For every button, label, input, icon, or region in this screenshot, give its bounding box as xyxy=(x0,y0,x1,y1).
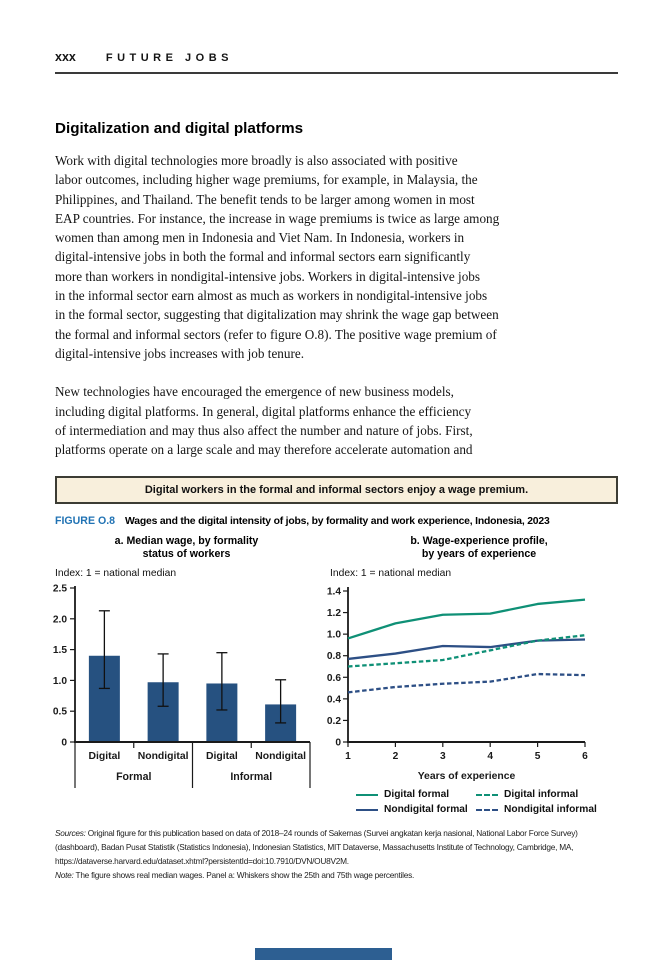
bar-chart-median-wage: 0 0.5 1.0 1.5 2.0 2.5 Digital Nondigital Digital… xyxy=(53,584,311,789)
panel-b-index-note: Index: 1 = national median xyxy=(330,568,452,580)
y-tick-label: 0.8 xyxy=(327,652,341,663)
figure-caption: FIGURE O.8 Wages and the digital intensi… xyxy=(55,515,618,527)
bottom-page-marker xyxy=(255,948,392,960)
y-tick-label: 0.2 xyxy=(327,716,341,727)
legend-label: Nondigital formal xyxy=(384,804,468,816)
y-tick-label: 0.6 xyxy=(327,673,341,684)
x-tick-label: 5 xyxy=(535,751,541,762)
panel-a: a. Median wage, by formality status of w… xyxy=(53,535,318,815)
legend-item-digital-formal: Digital formal xyxy=(356,789,476,800)
y-tick-label: 1.5 xyxy=(53,646,67,657)
y-tick-label: 1.0 xyxy=(53,676,67,687)
line-nondigital-formal xyxy=(347,638,586,661)
y-tick-label: 0 xyxy=(335,738,341,749)
legend-label: Digital formal xyxy=(384,789,450,801)
paragraph-1: Work with digital technologies more broa… xyxy=(55,153,500,361)
category-label: Nondigital xyxy=(255,751,306,762)
note-prefix: Note: xyxy=(55,870,74,881)
category-label: Nondigital xyxy=(138,751,189,762)
line-digital-informal xyxy=(347,634,586,669)
legend-label: Nondigital informal xyxy=(504,804,597,816)
y-tick-label: 0.4 xyxy=(327,695,341,706)
y-tick-label: 0.5 xyxy=(53,707,67,718)
x-tick-label: 4 xyxy=(487,751,493,762)
panel-b: b. Wage-experience profile, by years of … xyxy=(318,535,618,815)
legend-line-sample-dashed-navy xyxy=(476,808,498,811)
figure-sources: Sources: Original figure for this public… xyxy=(55,826,618,882)
group-label: Formal xyxy=(116,771,151,783)
legend-line-sample-solid-navy xyxy=(356,808,378,811)
page-header: xxx FUTURE JOBS xyxy=(55,50,618,74)
paragraph-2: New technologies have encouraged the eme… xyxy=(55,384,473,458)
figure-label: FIGURE O.8 xyxy=(55,515,116,528)
line-digital-formal xyxy=(347,598,586,641)
key-message-text: Digital workers in the formal and inform… xyxy=(144,484,529,497)
x-axis-label: Years of experience xyxy=(418,771,516,782)
category-label: Digital xyxy=(88,751,120,762)
legend-item-digital-informal: Digital informal xyxy=(476,789,634,800)
panel-b-title: b. Wage-experience profile, by years of … xyxy=(410,535,548,561)
y-tick-label: 1.4 xyxy=(327,587,341,598)
panel-a-title: a. Median wage, by formality status of w… xyxy=(114,535,259,561)
y-tick-label: 0 xyxy=(61,738,67,749)
legend-line-sample-dashed-teal xyxy=(476,793,498,796)
x-tick-label: 1 xyxy=(345,751,351,762)
section-heading: Digitalization and digital platforms xyxy=(55,120,304,137)
note-text: The figure shows real median wages. Pane… xyxy=(73,870,415,881)
line-chart-wage-experience: 0 0.2 0.4 0.6 0.8 1.0 1.2 1.4 1 2 3 4 5 6 Years of exp… xyxy=(327,587,588,783)
y-tick-label: 2.0 xyxy=(53,615,67,626)
sources-prefix: Sources: xyxy=(55,828,86,839)
legend-item-nondigital-formal: Nondigital formal xyxy=(356,804,476,815)
running-title: FUTURE JOBS xyxy=(105,52,233,64)
y-tick-label: 2.5 xyxy=(53,584,67,595)
figure-title: Wages and the digital intensity of jobs,… xyxy=(125,516,550,528)
x-tick-label: 2 xyxy=(393,751,399,762)
x-tick-label: 3 xyxy=(440,751,446,762)
legend-line-sample-solid-teal xyxy=(356,793,378,796)
panel-a-index-note: Index: 1 = national median xyxy=(55,568,177,580)
y-tick-label: 1.0 xyxy=(327,630,341,641)
sources-text: Original figure for this publication bas… xyxy=(55,828,578,867)
key-message-box: Digital workers in the formal and inform… xyxy=(55,476,618,505)
y-tick-label: 1.2 xyxy=(327,609,341,620)
legend-item-nondigital-informal: Nondigital informal xyxy=(476,804,634,815)
figure-panels: a. Median wage, by formality status of w… xyxy=(53,535,618,815)
chart-legend: Digital formal Digital informal Nondigit… xyxy=(356,789,618,815)
x-tick-label: 6 xyxy=(582,751,588,762)
page-number: xxx xyxy=(55,50,76,64)
legend-label: Digital informal xyxy=(504,789,579,801)
category-label: Digital xyxy=(206,751,238,762)
group-label: Informal xyxy=(230,771,272,783)
line-nondigital-informal xyxy=(347,673,586,694)
